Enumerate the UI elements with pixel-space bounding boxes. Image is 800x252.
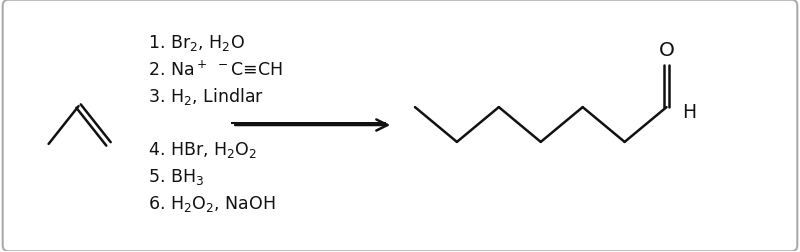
Text: O: O	[658, 41, 674, 60]
Text: 6. H$_2$O$_2$, NaOH: 6. H$_2$O$_2$, NaOH	[149, 193, 276, 213]
Text: 3. H$_2$, Lindlar: 3. H$_2$, Lindlar	[149, 85, 264, 106]
Text: H: H	[682, 102, 697, 121]
Text: 2. Na$^+$ $^-$C≡CH: 2. Na$^+$ $^-$C≡CH	[149, 60, 283, 80]
Text: 1. Br$_2$, H$_2$O: 1. Br$_2$, H$_2$O	[149, 33, 246, 53]
Text: 4. HBr, H$_2$O$_2$: 4. HBr, H$_2$O$_2$	[149, 139, 258, 159]
Text: 5. BH$_3$: 5. BH$_3$	[149, 166, 205, 186]
